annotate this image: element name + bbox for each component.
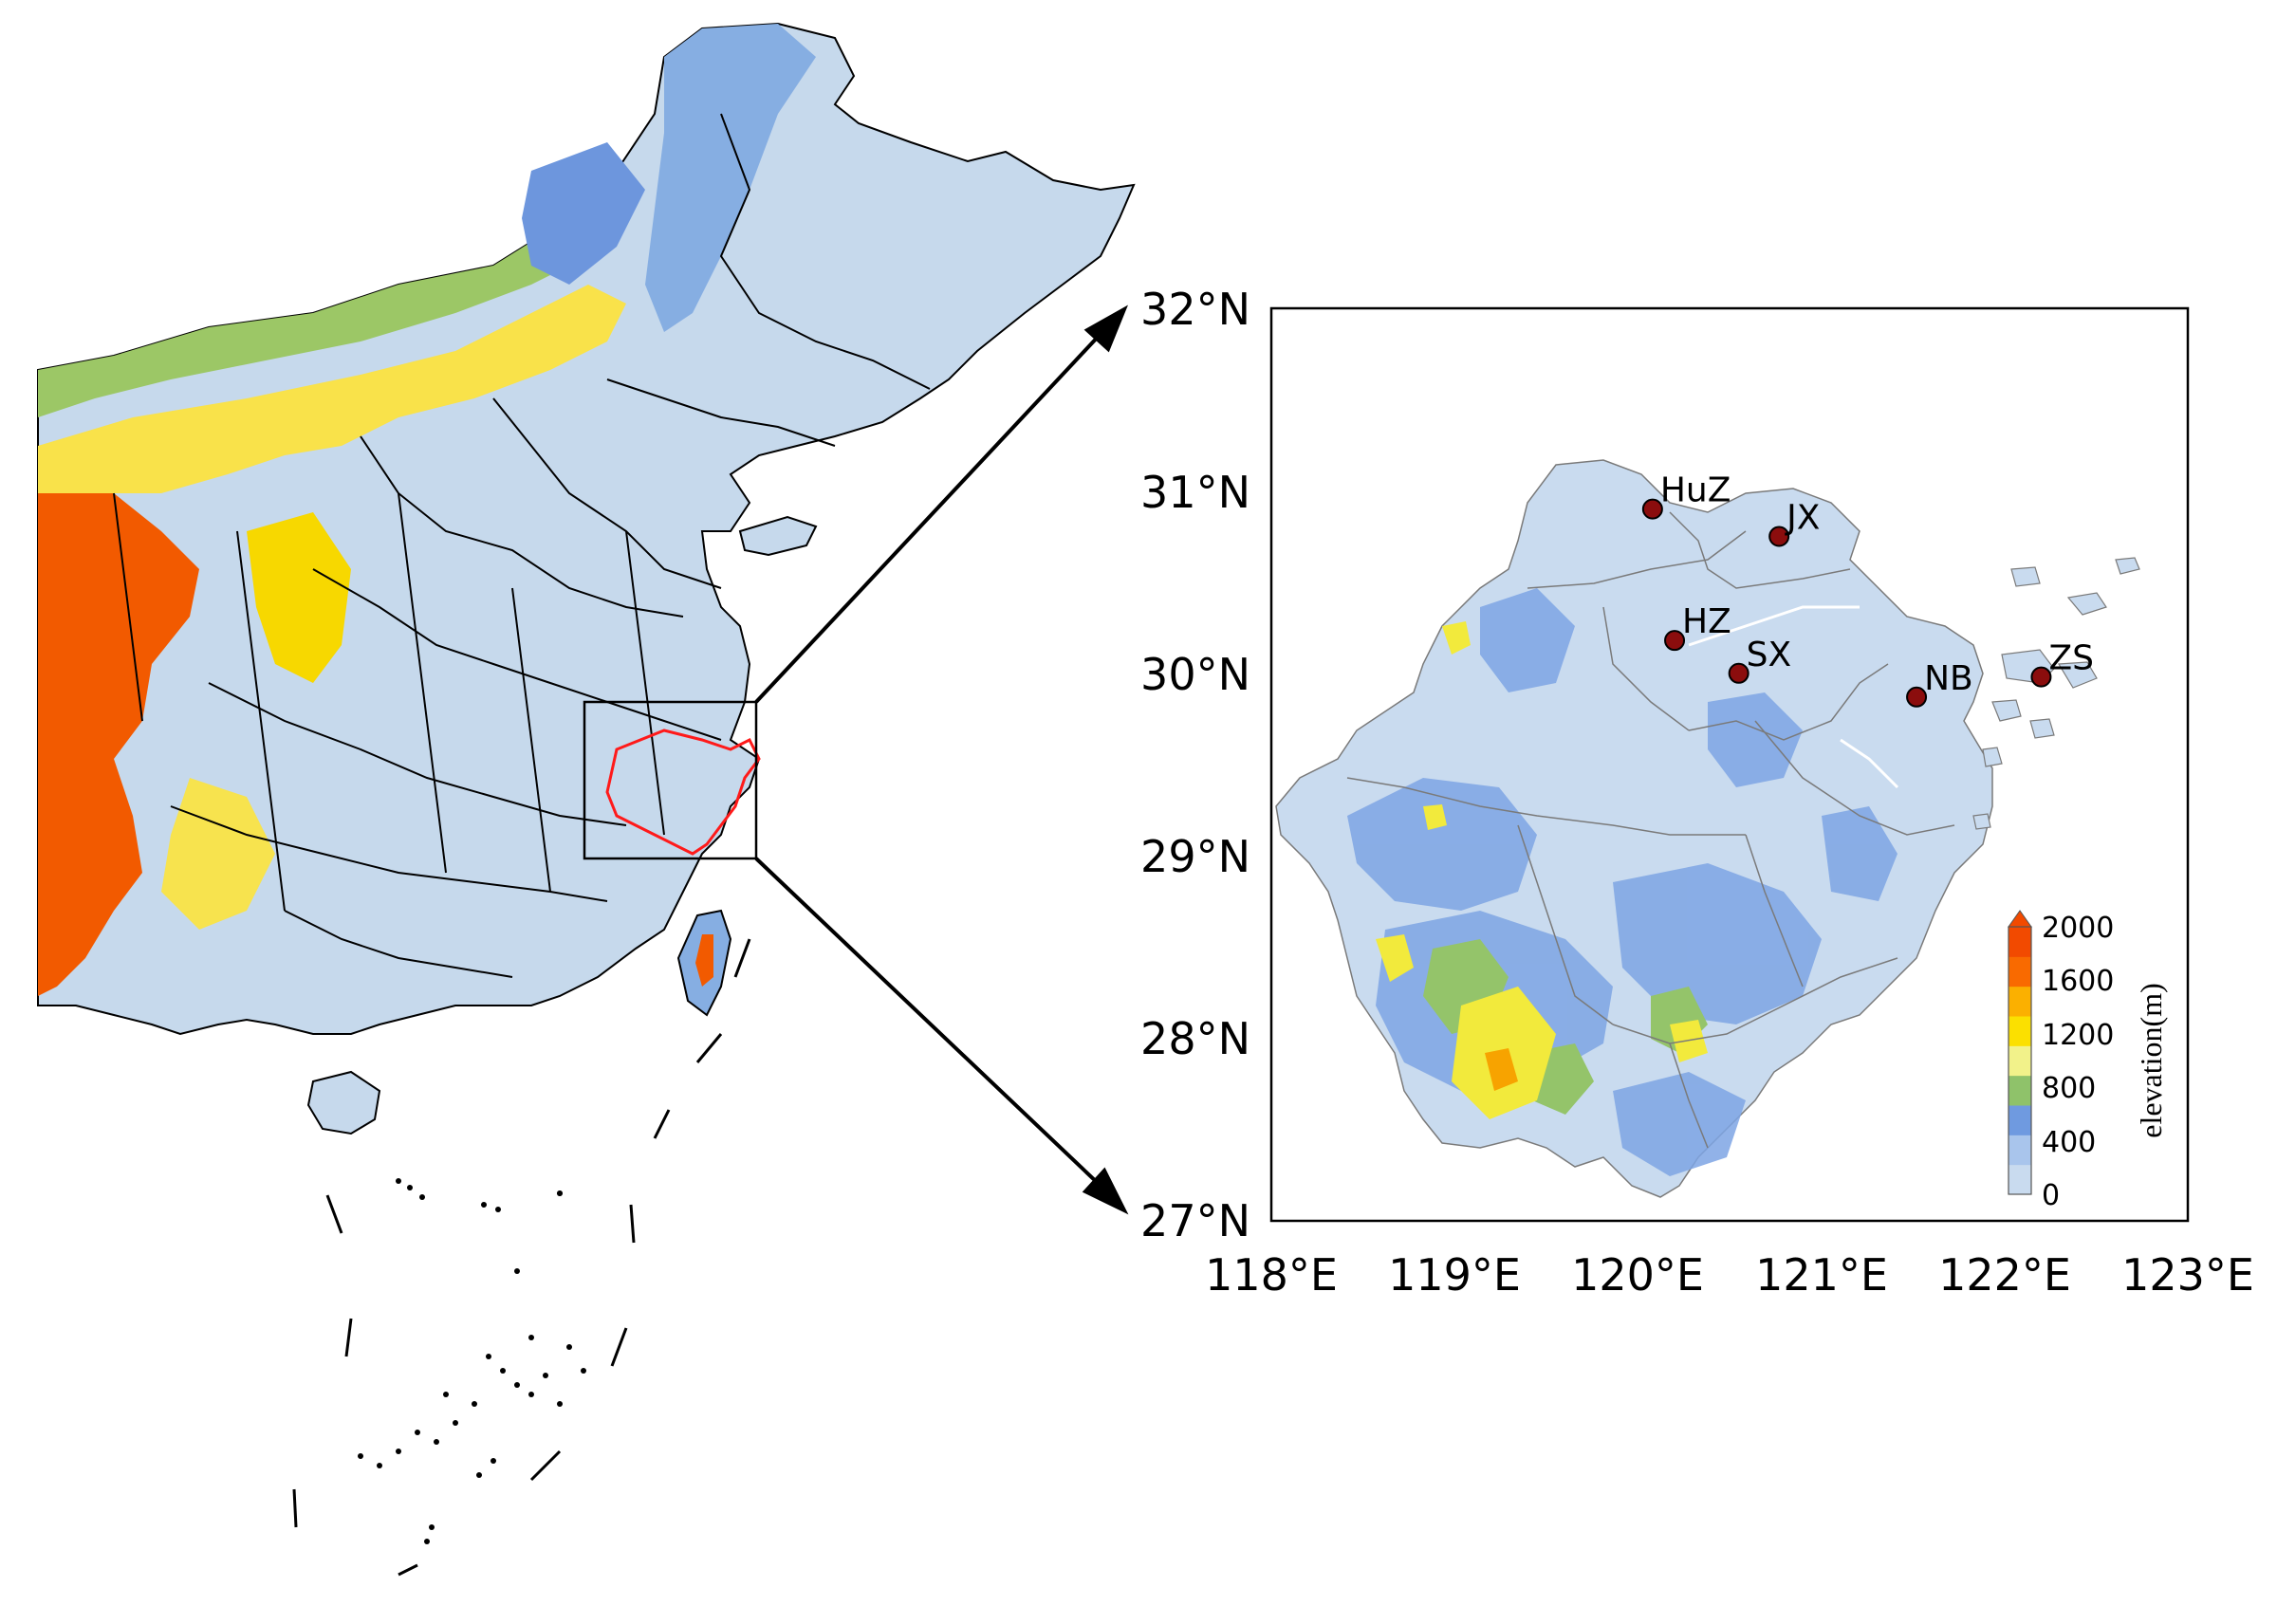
overview-zhejiang-outline bbox=[605, 729, 761, 856]
station-jx: JX bbox=[1768, 499, 1820, 547]
lon-label: 118°E bbox=[1205, 1249, 1338, 1301]
colorbar-ticks: 0 400 800 1200 1600 2000 bbox=[2042, 912, 2114, 1212]
lon-label: 122°E bbox=[1938, 1249, 2071, 1301]
stations-layer: HuZ JX HZ SX NB ZS bbox=[1641, 471, 2094, 708]
colorbar-tick: 0 bbox=[2042, 1179, 2060, 1212]
upper-arrowhead bbox=[1083, 304, 1129, 353]
lat-label: 27°N bbox=[1140, 1195, 1250, 1246]
overview-province-borders bbox=[113, 113, 931, 978]
colorbar-segment bbox=[2009, 986, 2031, 1017]
colorbar-segment bbox=[2009, 1105, 2031, 1135]
elevation-1600-2000 bbox=[1485, 1048, 1518, 1091]
station-nb: NB bbox=[1906, 659, 1973, 708]
station-marker bbox=[2030, 666, 2052, 688]
colorbar-segment bbox=[2009, 956, 2031, 987]
lat-label: 29°N bbox=[1140, 831, 1250, 882]
colorbar-tick: 1200 bbox=[2042, 1019, 2114, 1052]
colorbar-segment bbox=[2009, 1135, 2031, 1166]
lat-label: 31°N bbox=[1140, 467, 1250, 518]
colorbar-tick: 2000 bbox=[2042, 912, 2114, 945]
overview-ne-mountains bbox=[645, 24, 816, 332]
station-marker bbox=[1768, 526, 1790, 547]
lon-label: 123°E bbox=[2121, 1249, 2254, 1301]
station-label: HuZ bbox=[1660, 471, 1731, 510]
station-huz: HuZ bbox=[1641, 471, 1731, 520]
lat-axis: 32°N 31°N 30°N 29°N 28°N 27°N bbox=[1140, 284, 1250, 1246]
overview-hainan bbox=[306, 1070, 381, 1135]
colorbar-title: elevation(m) bbox=[2134, 983, 2168, 1137]
station-label: JX bbox=[1785, 499, 1820, 538]
station-marker bbox=[1664, 630, 1686, 652]
lat-label: 30°N bbox=[1140, 649, 1250, 700]
overview-highland-yellow bbox=[38, 285, 626, 493]
overview-islands bbox=[358, 1178, 586, 1544]
detail-map: HuZ JX HZ SX NB ZS 32°N 31°N 30°N 29°N 28°N 2… bbox=[1140, 284, 2254, 1301]
overview-highland-green bbox=[38, 218, 588, 417]
colorbar-segment bbox=[2009, 1016, 2031, 1046]
station-label: HZ bbox=[1682, 602, 1731, 641]
overview-highland-center bbox=[247, 512, 351, 683]
colorbar-tick: 800 bbox=[2042, 1072, 2096, 1105]
colorbar-frame bbox=[2008, 926, 2032, 1195]
colorbar-tick: 400 bbox=[2042, 1126, 2096, 1159]
colorbar-segments bbox=[2009, 927, 2031, 1195]
station-label: SX bbox=[1747, 636, 1792, 674]
station-marker bbox=[1641, 498, 1663, 520]
lat-label: 32°N bbox=[1140, 284, 1250, 335]
overview-shandong bbox=[738, 515, 818, 557]
overview-south-china-sea bbox=[292, 938, 751, 1577]
lon-axis: 118°E 119°E 120°E 121°E 122°E 123°E bbox=[1205, 1249, 2254, 1301]
station-zs: ZS bbox=[2030, 639, 2094, 688]
colorbar-segment bbox=[2009, 927, 2031, 957]
overview-inset-box bbox=[583, 700, 758, 860]
station-label: NB bbox=[1924, 659, 1973, 698]
station-marker bbox=[1906, 686, 1928, 708]
lat-label: 28°N bbox=[1140, 1013, 1250, 1064]
city-boundaries bbox=[1346, 511, 1955, 1149]
colorbar-segment bbox=[2009, 1164, 2031, 1195]
overview-highland-south bbox=[161, 778, 275, 930]
station-sx: SX bbox=[1728, 636, 1792, 684]
lower-arrowhead bbox=[1082, 1167, 1129, 1215]
zoom-connectors bbox=[754, 304, 1129, 1215]
lon-label: 121°E bbox=[1755, 1249, 1888, 1301]
upper-connector bbox=[754, 332, 1102, 704]
overview-taiwan-peak bbox=[695, 934, 713, 987]
overview-map bbox=[37, 22, 1136, 1577]
overview-plateau bbox=[38, 493, 199, 996]
lon-label: 119°E bbox=[1388, 1249, 1521, 1301]
water-bodies bbox=[1688, 605, 1899, 789]
colorbar-segment bbox=[2009, 1075, 2031, 1106]
station-label: ZS bbox=[2048, 639, 2094, 678]
station-marker bbox=[1728, 662, 1749, 684]
overview-north-mountains bbox=[522, 142, 645, 285]
station-hz: HZ bbox=[1664, 602, 1731, 652]
colorbar-segment bbox=[2009, 1045, 2031, 1077]
overview-land bbox=[37, 22, 1136, 1036]
lon-label: 120°E bbox=[1571, 1249, 1704, 1301]
colorbar: 0 400 800 1200 1600 2000 elevation(m) bbox=[2008, 910, 2168, 1212]
colorbar-tick: 1600 bbox=[2042, 965, 2114, 998]
lower-connector bbox=[754, 857, 1102, 1188]
